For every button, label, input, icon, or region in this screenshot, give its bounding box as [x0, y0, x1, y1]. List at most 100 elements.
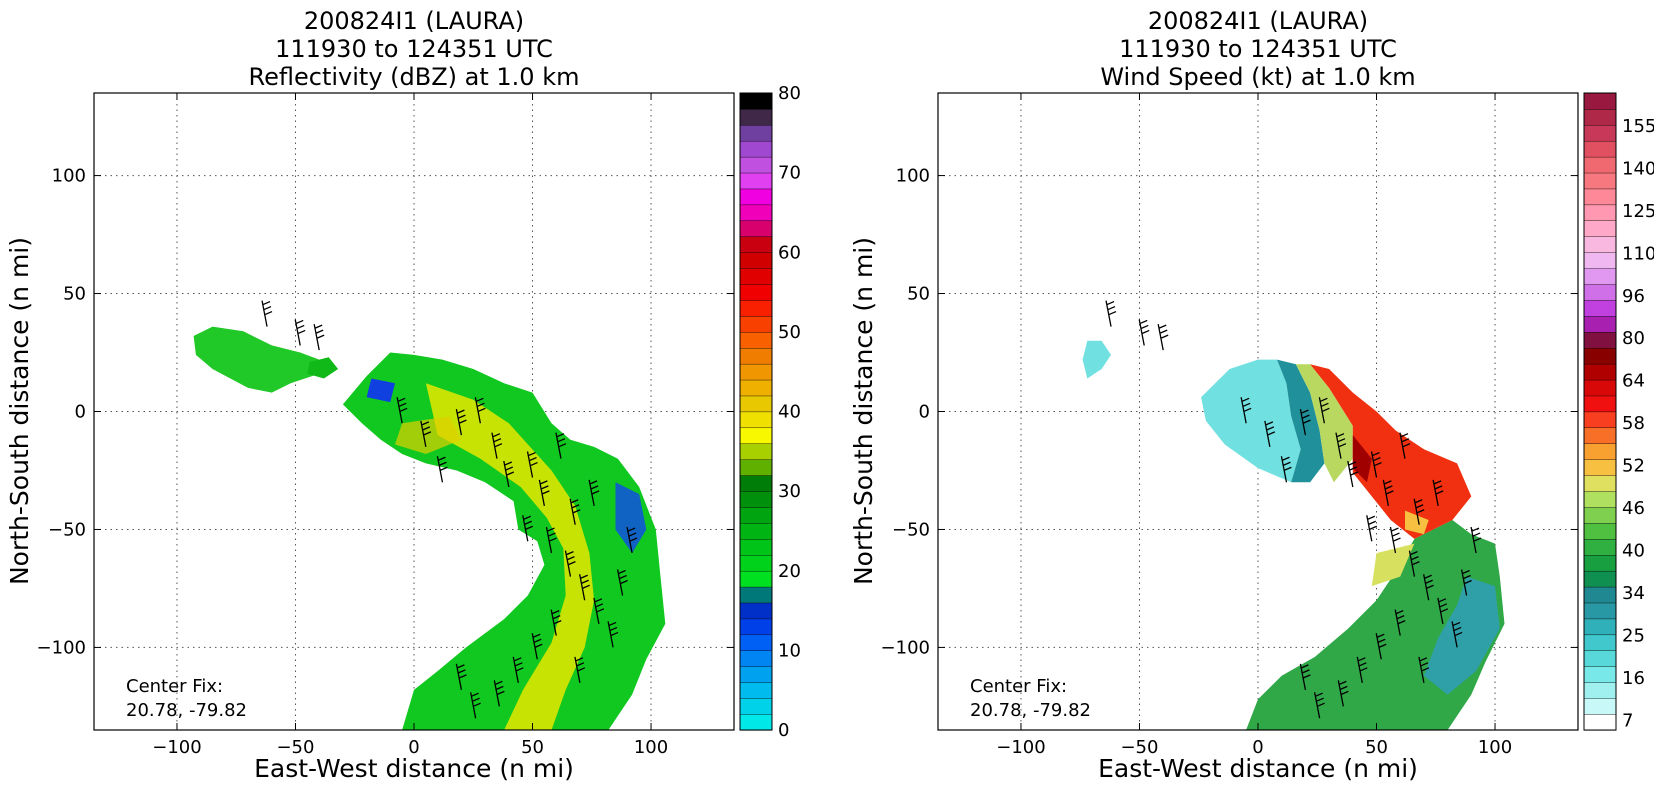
wind-barb	[469, 692, 481, 719]
x-tick-label: −50	[276, 737, 314, 758]
center-fix-label: Center Fix:	[126, 676, 223, 697]
wind-speed-colorbar: 7 16 25 34 40 46 52 58 64 80 96 110 125 140 155	[1583, 92, 1654, 731]
wind-barb	[491, 432, 503, 459]
colorbar-swatch	[1583, 570, 1617, 588]
wind-barb	[555, 432, 567, 459]
y-tick-label: −100	[37, 637, 86, 658]
x-axis-label: East-West distance (n mi)	[254, 754, 574, 783]
wind-barb	[396, 397, 408, 424]
colorbar-tick-label: 110	[1622, 243, 1654, 264]
echo-band	[342, 352, 666, 730]
colorbar-tick-label: 80	[1622, 328, 1645, 349]
wind-barbs	[261, 300, 638, 719]
colorbar-swatch	[739, 299, 773, 317]
wind-barb	[550, 609, 562, 636]
colorbar-swatch	[739, 363, 773, 381]
wind-barb	[1347, 460, 1359, 488]
echo-core	[425, 383, 595, 730]
colorbar-swatch	[1583, 124, 1617, 142]
wind-barb	[1157, 324, 1169, 351]
wind-speed-chart: 200824I1 (LAURA) 111930 to 124351 UTC Wi…	[849, 7, 1654, 783]
wind-barb	[1299, 408, 1311, 436]
wind-zone-52kt	[1310, 364, 1472, 539]
wind-barb	[1460, 569, 1472, 596]
colorbar-swatch	[739, 697, 773, 715]
echo-weak	[615, 482, 647, 554]
wind-barb	[1399, 432, 1411, 459]
wind-zone-16kt	[1082, 340, 1111, 379]
wind-zone-25kt	[1423, 576, 1500, 695]
y-tick-label: 0	[75, 402, 86, 423]
colorbar-swatch	[1583, 554, 1617, 572]
colorbar-swatch	[1583, 650, 1617, 667]
colorbar-swatch	[1583, 204, 1617, 222]
wind-zone-46kt	[1405, 510, 1429, 535]
colorbar-swatch	[739, 522, 773, 540]
colorbar-swatch	[1583, 427, 1617, 444]
y-axis-label: North-South distance (n mi)	[849, 237, 878, 585]
wind-barb	[593, 597, 605, 624]
colorbar-swatch	[739, 650, 773, 667]
colorbar-swatch	[739, 347, 773, 365]
colorbar-swatch	[739, 713, 773, 731]
colorbar-tick-label: 64	[1622, 371, 1645, 392]
colorbar-swatch	[1583, 156, 1617, 174]
colorbar-swatch	[1583, 586, 1617, 604]
colorbar-swatch	[739, 220, 773, 237]
wind-barb	[1337, 680, 1349, 707]
colorbar-swatch	[1583, 618, 1617, 636]
wind-barb	[1382, 479, 1394, 506]
colorbar-swatch	[1583, 188, 1617, 206]
wind-barb	[1138, 319, 1150, 346]
colorbar-swatch	[739, 490, 773, 508]
axis-ticks: −100 −50 0 50 100 −100 −50 0 50 100	[37, 93, 734, 758]
x-tick-label: 50	[521, 737, 544, 758]
x-tick-label: 50	[1365, 737, 1388, 758]
colorbar-swatch	[739, 267, 773, 285]
colorbar-swatch	[1583, 506, 1617, 524]
wind-barb	[1437, 597, 1449, 624]
colorbar-tick-label: 70	[778, 163, 801, 184]
colorbar-swatch	[739, 204, 773, 222]
colorbar-tick-label: 20	[778, 561, 801, 582]
colorbar-tick-label: 80	[778, 83, 801, 104]
colorbar-swatch	[739, 475, 773, 492]
colorbar-swatch	[739, 506, 773, 524]
wind-zone-25kt	[1277, 359, 1325, 483]
x-tick-label: −50	[1120, 737, 1158, 758]
wind-barb	[522, 515, 534, 542]
center-fix-value: 20.78, -79.82	[970, 700, 1091, 721]
wind-barb	[455, 663, 467, 691]
echo-cluster	[307, 357, 339, 379]
wind-barb	[569, 498, 581, 525]
wind-barb	[420, 420, 432, 448]
wind-barb	[1264, 420, 1276, 448]
colorbar-swatch	[739, 124, 773, 142]
colorbar-swatch	[739, 586, 773, 604]
colorbar-swatch	[739, 283, 773, 301]
wind-barb	[1299, 663, 1311, 691]
colorbar-swatch	[739, 315, 773, 333]
colorbar-swatch	[739, 172, 773, 190]
colorbar-tick-label: 58	[1622, 413, 1645, 434]
y-tick-label: −50	[892, 519, 930, 540]
wind-barb	[564, 550, 576, 577]
colorbar-swatch	[739, 666, 773, 683]
x-tick-label: 100	[634, 737, 668, 758]
colorbar-swatch	[1583, 411, 1617, 429]
colorbar-swatch	[1583, 602, 1617, 620]
reflectivity-field	[193, 326, 666, 730]
wind-barb	[1423, 574, 1434, 601]
wind-barb	[512, 656, 524, 683]
echo-core	[395, 416, 462, 454]
wind-barb	[1451, 621, 1463, 648]
colorbar-tick-label: 140	[1622, 158, 1654, 179]
colorbar-swatch	[739, 140, 773, 158]
colorbar-swatch	[1583, 252, 1617, 269]
colorbar-swatch	[1583, 522, 1617, 540]
colorbar-tick-label: 60	[778, 242, 801, 263]
axis-ticks: −100 −50 0 50 100 −100 −50 0 50 100	[881, 93, 1578, 758]
colorbar-swatch	[1583, 108, 1617, 126]
colorbar-tick-label: 50	[778, 322, 801, 343]
